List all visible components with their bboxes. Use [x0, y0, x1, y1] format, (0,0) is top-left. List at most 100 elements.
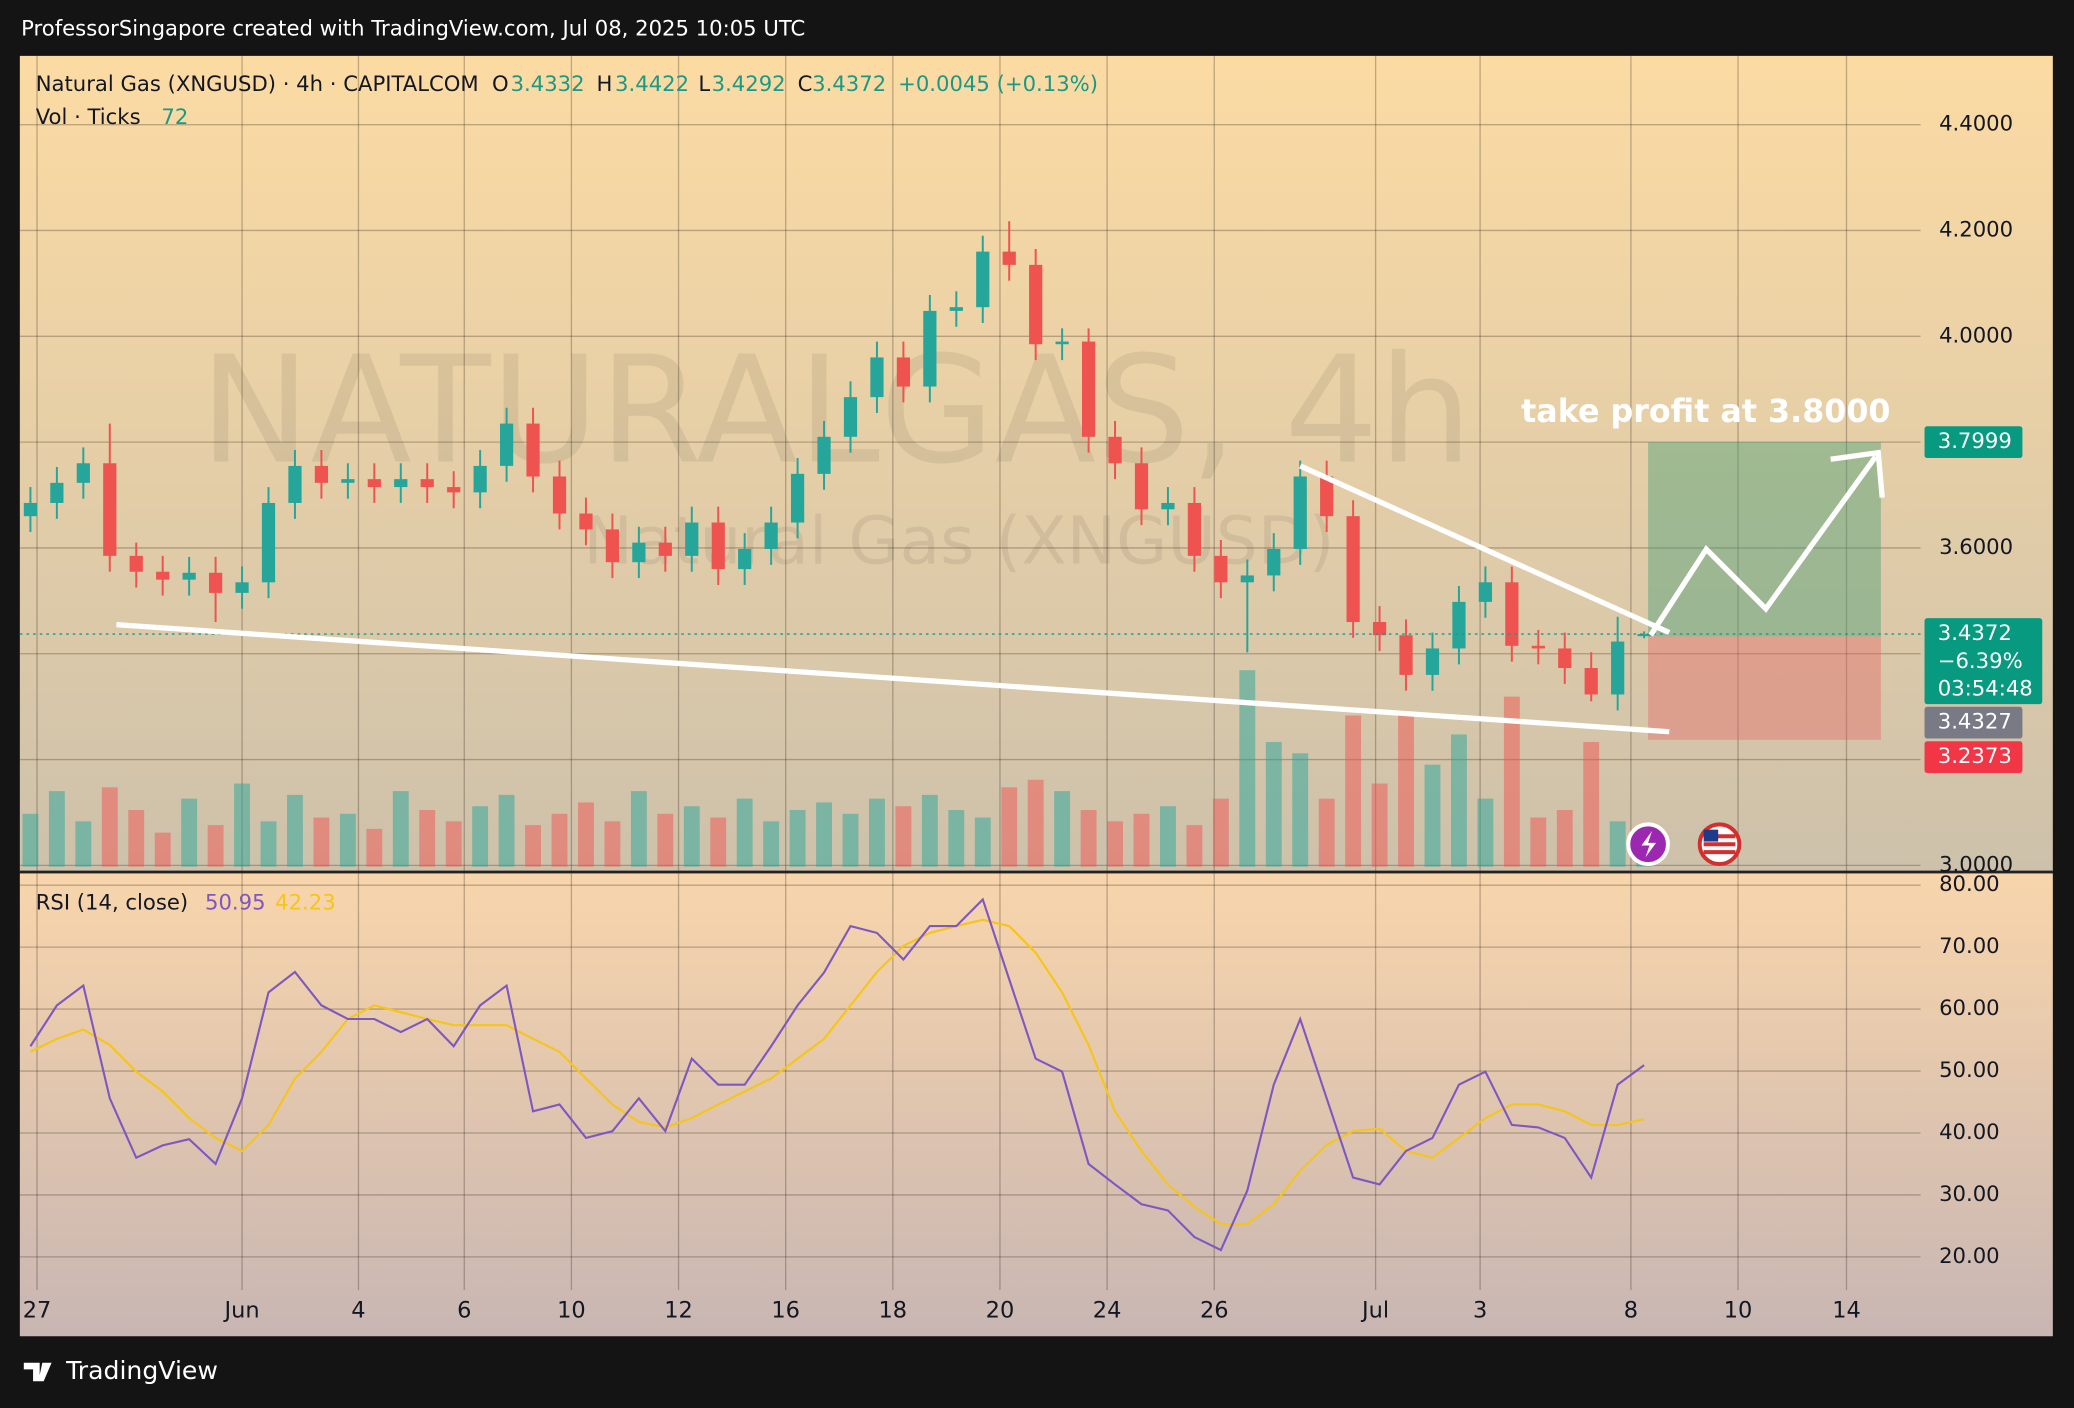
stop-label: 3.2373	[1938, 743, 2012, 768]
x-tick-label: 18	[879, 1298, 908, 1324]
volume-bar	[75, 821, 92, 867]
rsi-line	[29, 897, 1645, 1252]
entry-label-box	[1924, 706, 2023, 739]
volume-bar	[1186, 825, 1203, 867]
y-tick-label: 70.00	[1939, 933, 2000, 958]
volume-bar	[445, 821, 462, 867]
candle-body	[1478, 582, 1493, 602]
trendline	[116, 621, 1670, 735]
volume-bar	[101, 787, 118, 867]
x-tick-label: 20	[986, 1298, 1015, 1324]
candle-body	[764, 522, 778, 549]
candle-body	[1611, 641, 1625, 695]
candle-body	[1505, 582, 1519, 646]
candle-body	[1187, 502, 1202, 556]
candle-body	[1055, 341, 1069, 345]
candle-body	[1372, 621, 1387, 636]
volume-bar	[128, 810, 145, 867]
event-icon-glyph	[1641, 830, 1657, 858]
candle-body	[1108, 436, 1122, 464]
volume-bar	[1583, 741, 1600, 867]
y-tick-label: 40.00	[1939, 1119, 2000, 1144]
loss-zone	[1648, 636, 1881, 740]
trendline	[1299, 463, 1671, 635]
volume-bar	[48, 791, 65, 867]
candle-body	[1240, 575, 1254, 583]
candle-body	[1214, 555, 1228, 583]
ohlc-letter: O	[492, 71, 509, 96]
volume-bar	[1160, 806, 1176, 867]
volume-bar	[339, 813, 356, 867]
projection-arrow	[1648, 455, 1878, 637]
x-tick-label: 3	[1473, 1298, 1487, 1324]
volume-bar	[551, 813, 568, 867]
bar-countdown: 03:54:48	[1938, 676, 2033, 701]
watermark-subtitle: Natural Gas (XNGUSD)	[583, 502, 1334, 579]
target-label-box	[1924, 426, 2023, 459]
candle-body	[1399, 635, 1413, 675]
candle-body	[1425, 648, 1440, 675]
entry-label: 3.4327	[1938, 709, 2012, 734]
candle-body	[235, 582, 249, 593]
chart-title: Natural Gas (XNGUSD) · 4h · CAPITALCOM	[36, 71, 479, 96]
candle-body	[50, 482, 64, 503]
grid: 27Jun4610121618202426Jul3810143.00003.20…	[19, 55, 2013, 1324]
volume-bar	[392, 791, 409, 867]
y-tick-label: 3.6000	[1939, 534, 2013, 559]
x-tick-label: 8	[1624, 1298, 1638, 1324]
volume-bar	[525, 825, 541, 867]
volume-bar	[1503, 696, 1520, 867]
candle-body	[870, 357, 884, 398]
rsi	[29, 897, 1645, 1252]
candle-body	[790, 473, 805, 523]
volume-bar	[1107, 821, 1123, 867]
volume-bar	[234, 783, 250, 867]
candle-body	[447, 487, 461, 493]
x-tick-label: 27	[23, 1298, 52, 1324]
attribution: ProfessorSingapore created with TradingV…	[21, 15, 805, 40]
candle-body	[1293, 476, 1307, 549]
volume-bar	[1212, 798, 1229, 867]
volume-bar	[419, 810, 436, 867]
candle-body	[923, 310, 937, 387]
volume-bar	[22, 813, 39, 867]
y-tick-label: 4.2000	[1939, 216, 2013, 241]
volume-bar	[1424, 764, 1441, 867]
candles	[19, 221, 1921, 711]
candle-body	[843, 397, 858, 437]
flag-canton	[1703, 829, 1719, 842]
x-tick-label: 6	[457, 1298, 471, 1324]
candle-body	[1531, 645, 1545, 649]
candle-body	[632, 542, 646, 563]
volume-bar	[604, 821, 621, 867]
volume-bar	[763, 821, 780, 867]
volume-bar	[1054, 791, 1071, 867]
last-price-box	[1924, 618, 2043, 705]
x-tick-label: 26	[1200, 1298, 1229, 1324]
candle-body	[896, 357, 911, 387]
candle-body	[367, 479, 381, 488]
candle-body	[129, 555, 143, 572]
y-tick-label: 60.00	[1939, 995, 2000, 1020]
candle-body	[738, 548, 752, 570]
y-tick-label: 30.00	[1939, 1181, 2000, 1206]
candle-body	[526, 423, 540, 477]
volume-bar	[1318, 798, 1335, 867]
ohlc-value: 3.4292	[712, 71, 786, 96]
candle-body	[1452, 601, 1466, 649]
drawings	[116, 449, 1885, 735]
candle-body	[1134, 463, 1149, 510]
price-labels: 3.7999 3.4372 −6.39% 03:54:48 3.4327 3.2373	[1924, 426, 2043, 773]
volume-bar	[1530, 817, 1547, 867]
candle-body	[1320, 476, 1334, 517]
rsi-line	[29, 918, 1645, 1226]
volume-bar	[1133, 813, 1150, 867]
volume-bar	[842, 813, 859, 867]
candle-body	[473, 465, 487, 493]
volume-bar	[683, 806, 700, 867]
volume-bar	[578, 802, 594, 867]
footer-brand: TradingView	[65, 1356, 218, 1385]
volume	[22, 670, 1653, 867]
candle-body	[1029, 264, 1043, 345]
volume-bar	[1239, 670, 1256, 867]
